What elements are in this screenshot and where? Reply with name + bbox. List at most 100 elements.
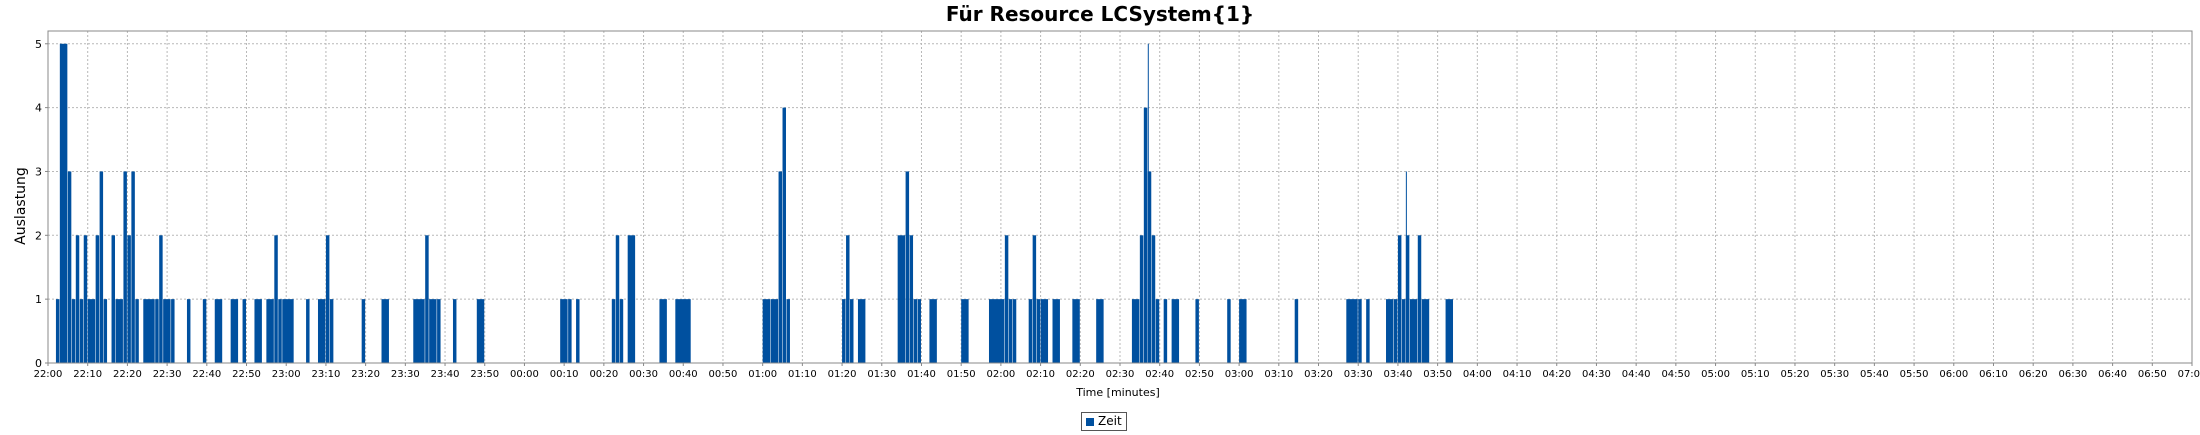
x-tick-label: 07:00 <box>2178 369 2200 380</box>
x-tick-label: 05:00 <box>1701 369 1730 380</box>
bar <box>762 299 771 363</box>
x-axis-label: Time [minutes] <box>1075 386 1160 399</box>
chart-title: Für Resource LCSystem{1} <box>945 2 1255 26</box>
x-tick-label: 22:50 <box>232 369 261 380</box>
x-tick-label: 22:00 <box>34 369 63 380</box>
x-tick-label: 03:40 <box>1384 369 1413 380</box>
bar <box>115 299 123 363</box>
bar <box>1008 299 1013 363</box>
x-tick-label: 23:10 <box>312 369 341 380</box>
bar <box>1445 299 1454 363</box>
x-tick-label: 00:20 <box>589 369 618 380</box>
bar <box>452 299 457 363</box>
bar <box>897 235 906 363</box>
bar <box>1004 235 1009 363</box>
bar <box>127 235 131 363</box>
bar <box>135 299 139 363</box>
bar <box>1131 299 1140 363</box>
x-tick-label: 02:00 <box>986 369 1015 380</box>
bar <box>929 299 937 363</box>
bar <box>1417 235 1422 363</box>
bar <box>1155 299 1160 363</box>
bar <box>163 299 171 363</box>
x-tick-label: 06:20 <box>2019 369 2048 380</box>
bar <box>79 299 84 363</box>
x-tick-label: 01:00 <box>748 369 777 380</box>
x-tick-label: 04:50 <box>1661 369 1690 380</box>
x-tick-label: 01:50 <box>947 369 976 380</box>
bar <box>71 299 76 363</box>
bar <box>659 299 667 363</box>
bar <box>413 299 425 363</box>
x-tick-label: 02:50 <box>1185 369 1214 380</box>
bar <box>425 235 429 363</box>
x-tick-label: 05:20 <box>1781 369 1810 380</box>
bar <box>202 299 207 363</box>
bar <box>627 235 636 363</box>
x-tick-label: 01:20 <box>828 369 857 380</box>
bar <box>171 299 175 363</box>
bar <box>1163 299 1168 363</box>
x-tick-label: 22:40 <box>192 369 221 380</box>
bar <box>1346 299 1358 363</box>
bar <box>317 299 326 363</box>
x-tick-label: 23:40 <box>431 369 460 380</box>
x-tick-label: 00:00 <box>510 369 539 380</box>
bar <box>143 299 155 363</box>
bar <box>186 299 191 363</box>
bar <box>476 299 485 363</box>
bar <box>1096 299 1104 363</box>
x-tick-label: 04:20 <box>1542 369 1571 380</box>
y-tick-label: 4 <box>35 102 42 115</box>
bar <box>1171 299 1180 363</box>
bar <box>111 235 115 363</box>
x-tick-label: 03:00 <box>1225 369 1254 380</box>
x-tick-label: 01:40 <box>907 369 936 380</box>
bar <box>1393 299 1398 363</box>
bar-series-zeit <box>55 43 1454 364</box>
x-tick-label: 05:50 <box>1900 369 1929 380</box>
bar <box>1040 299 1049 363</box>
bar <box>1195 299 1199 363</box>
bar <box>988 299 1005 363</box>
bar <box>1358 299 1362 363</box>
y-axis-label: Auslastung <box>13 167 29 245</box>
x-tick-label: 04:40 <box>1622 369 1651 380</box>
bar <box>1139 235 1144 363</box>
bar <box>1151 235 1156 363</box>
x-tick-label: 03:10 <box>1264 369 1293 380</box>
x-tick-label: 00:40 <box>669 369 698 380</box>
bar <box>778 171 783 363</box>
x-tick-label: 06:00 <box>1939 369 1968 380</box>
bar <box>842 299 846 363</box>
bar <box>1366 299 1370 363</box>
bar <box>1227 299 1231 363</box>
x-tick-label: 01:30 <box>867 369 896 380</box>
bar <box>1397 235 1402 363</box>
bar <box>159 235 163 363</box>
bar <box>429 299 437 363</box>
y-tick-label: 3 <box>35 165 42 178</box>
bar <box>59 43 68 364</box>
bar <box>786 299 790 363</box>
bar <box>325 235 330 363</box>
x-tick-label: 03:30 <box>1344 369 1373 380</box>
bar <box>278 299 282 363</box>
x-tick-label: 05:10 <box>1741 369 1770 380</box>
bar <box>1294 299 1299 363</box>
bar <box>254 299 262 363</box>
x-tick-label: 06:40 <box>2098 369 2127 380</box>
y-tick-label: 2 <box>35 229 42 242</box>
bar <box>576 299 580 363</box>
bar <box>770 299 779 363</box>
bar <box>1421 299 1430 363</box>
bar <box>568 299 572 363</box>
bar <box>95 235 100 363</box>
bar <box>1028 299 1033 363</box>
bar <box>619 299 624 363</box>
bar <box>560 299 568 363</box>
x-tick-label: 23:00 <box>272 369 301 380</box>
x-tick-label: 22:30 <box>153 369 182 380</box>
bar <box>611 299 616 363</box>
